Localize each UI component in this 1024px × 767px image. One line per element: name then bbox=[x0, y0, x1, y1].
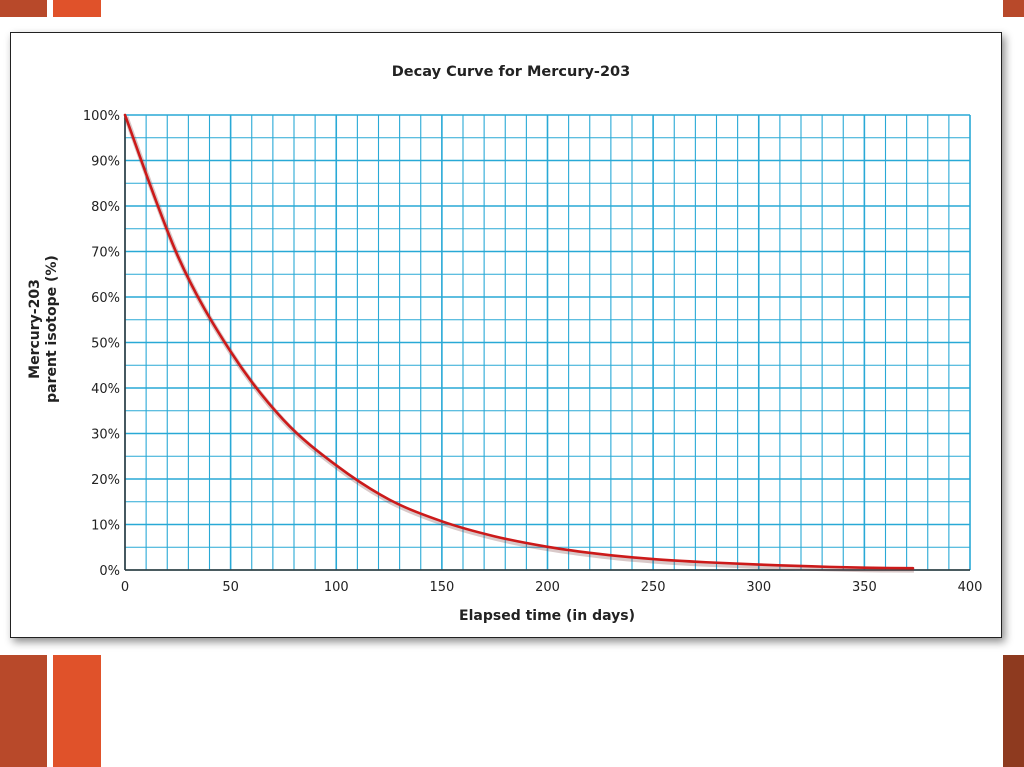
decor-bar-bottom-left-accent bbox=[53, 655, 101, 767]
decor-bar-top-left-accent bbox=[53, 0, 101, 17]
decor-bar-top-right bbox=[1003, 0, 1024, 17]
x-tick-label: 350 bbox=[852, 580, 877, 595]
y-tick-label: 70% bbox=[91, 246, 120, 261]
x-tick-labels: 0 50 100 150 200 250 300 350 400 bbox=[121, 580, 983, 595]
y-axis-title-line-2: parent isotope (%) bbox=[44, 255, 60, 403]
decor-bar-bottom-right bbox=[1003, 655, 1024, 767]
y-tick-label: 10% bbox=[91, 519, 120, 534]
decor-bar-top-left bbox=[0, 0, 47, 17]
x-tick-label: 0 bbox=[121, 580, 129, 595]
x-tick-label: 200 bbox=[535, 580, 560, 595]
y-tick-label: 0% bbox=[99, 564, 120, 579]
y-tick-label: 30% bbox=[91, 428, 120, 443]
decor-bar-bottom-left bbox=[0, 655, 47, 767]
x-tick-label: 50 bbox=[222, 580, 239, 595]
y-tick-label: 50% bbox=[91, 337, 120, 352]
y-tick-labels: 0% 10% 20% 30% 40% 50% 60% 70% 80% 90% 100% bbox=[83, 109, 120, 579]
y-tick-label: 60% bbox=[91, 291, 120, 306]
y-tick-label: 40% bbox=[91, 382, 120, 397]
y-tick-label: 20% bbox=[91, 473, 120, 488]
y-tick-label: 100% bbox=[83, 109, 120, 124]
chart-frame: 0 50 100 150 200 250 300 350 400 0% 10% 20% 30% 40% 5… bbox=[10, 32, 1002, 638]
x-tick-label: 100 bbox=[324, 580, 349, 595]
x-tick-label: 150 bbox=[429, 580, 454, 595]
x-tick-label: 400 bbox=[958, 580, 983, 595]
decay-chart: 0 50 100 150 200 250 300 350 400 0% 10% 20% 30% 40% 5… bbox=[27, 64, 983, 624]
y-tick-label: 90% bbox=[91, 155, 120, 170]
y-axis-title-line-1: Mercury-203 bbox=[27, 279, 43, 379]
y-axis-title: Mercury-203 parent isotope (%) bbox=[27, 255, 60, 403]
x-tick-label: 250 bbox=[641, 580, 666, 595]
chart-title: Decay Curve for Mercury-203 bbox=[392, 64, 630, 80]
x-axis-title: Elapsed time (in days) bbox=[459, 608, 635, 624]
decay-curve-line bbox=[123, 113, 915, 570]
grid-major bbox=[124, 114, 971, 571]
y-tick-label: 80% bbox=[91, 200, 120, 215]
x-tick-label: 300 bbox=[746, 580, 771, 595]
